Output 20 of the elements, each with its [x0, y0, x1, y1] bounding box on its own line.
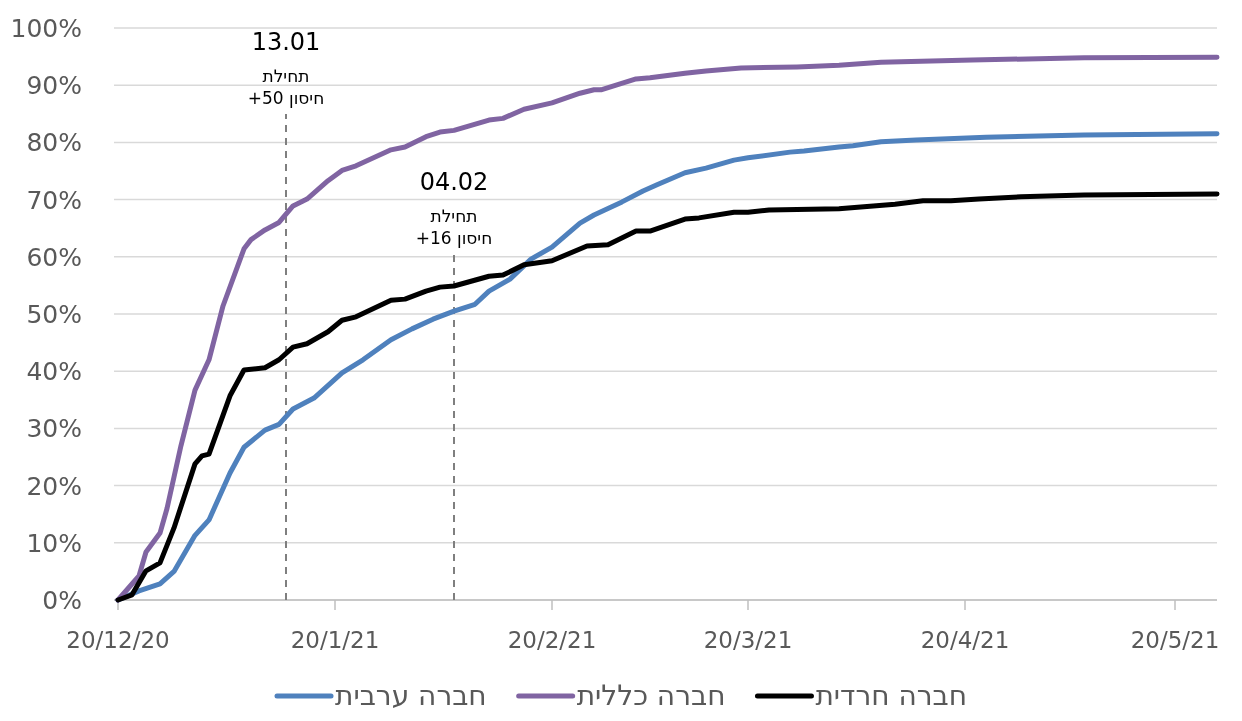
y-tick-label: 90% — [26, 71, 82, 101]
y-tick-label: 80% — [26, 128, 82, 158]
y-tick-label: 100% — [10, 14, 82, 43]
legend-label: חברה חרדית — [815, 679, 967, 712]
y-tick-label: 10% — [26, 528, 82, 558]
y-tick-label: 70% — [26, 185, 82, 215]
y-tick-label: 60% — [26, 242, 82, 272]
legend-label: חברה כללית — [576, 679, 726, 712]
x-tick-label: 20/3/21 — [703, 627, 793, 653]
x-tick-label: 20/5/21 — [1130, 627, 1220, 653]
x-tick-label: 20/1/21 — [290, 627, 380, 653]
legend-label: חברה ערבית — [335, 679, 487, 712]
y-tick-label: 30% — [26, 414, 82, 444]
y-tick-label: 50% — [26, 300, 82, 329]
x-tick-label: 20/12/20 — [66, 627, 170, 653]
y-tick-label: 20% — [26, 471, 82, 501]
x-tick-label: 20/4/21 — [920, 627, 1010, 653]
x-tick-label: 20/2/21 — [507, 627, 597, 653]
y-tick-label: 0% — [42, 586, 82, 615]
y-tick-label: 40% — [26, 357, 82, 387]
